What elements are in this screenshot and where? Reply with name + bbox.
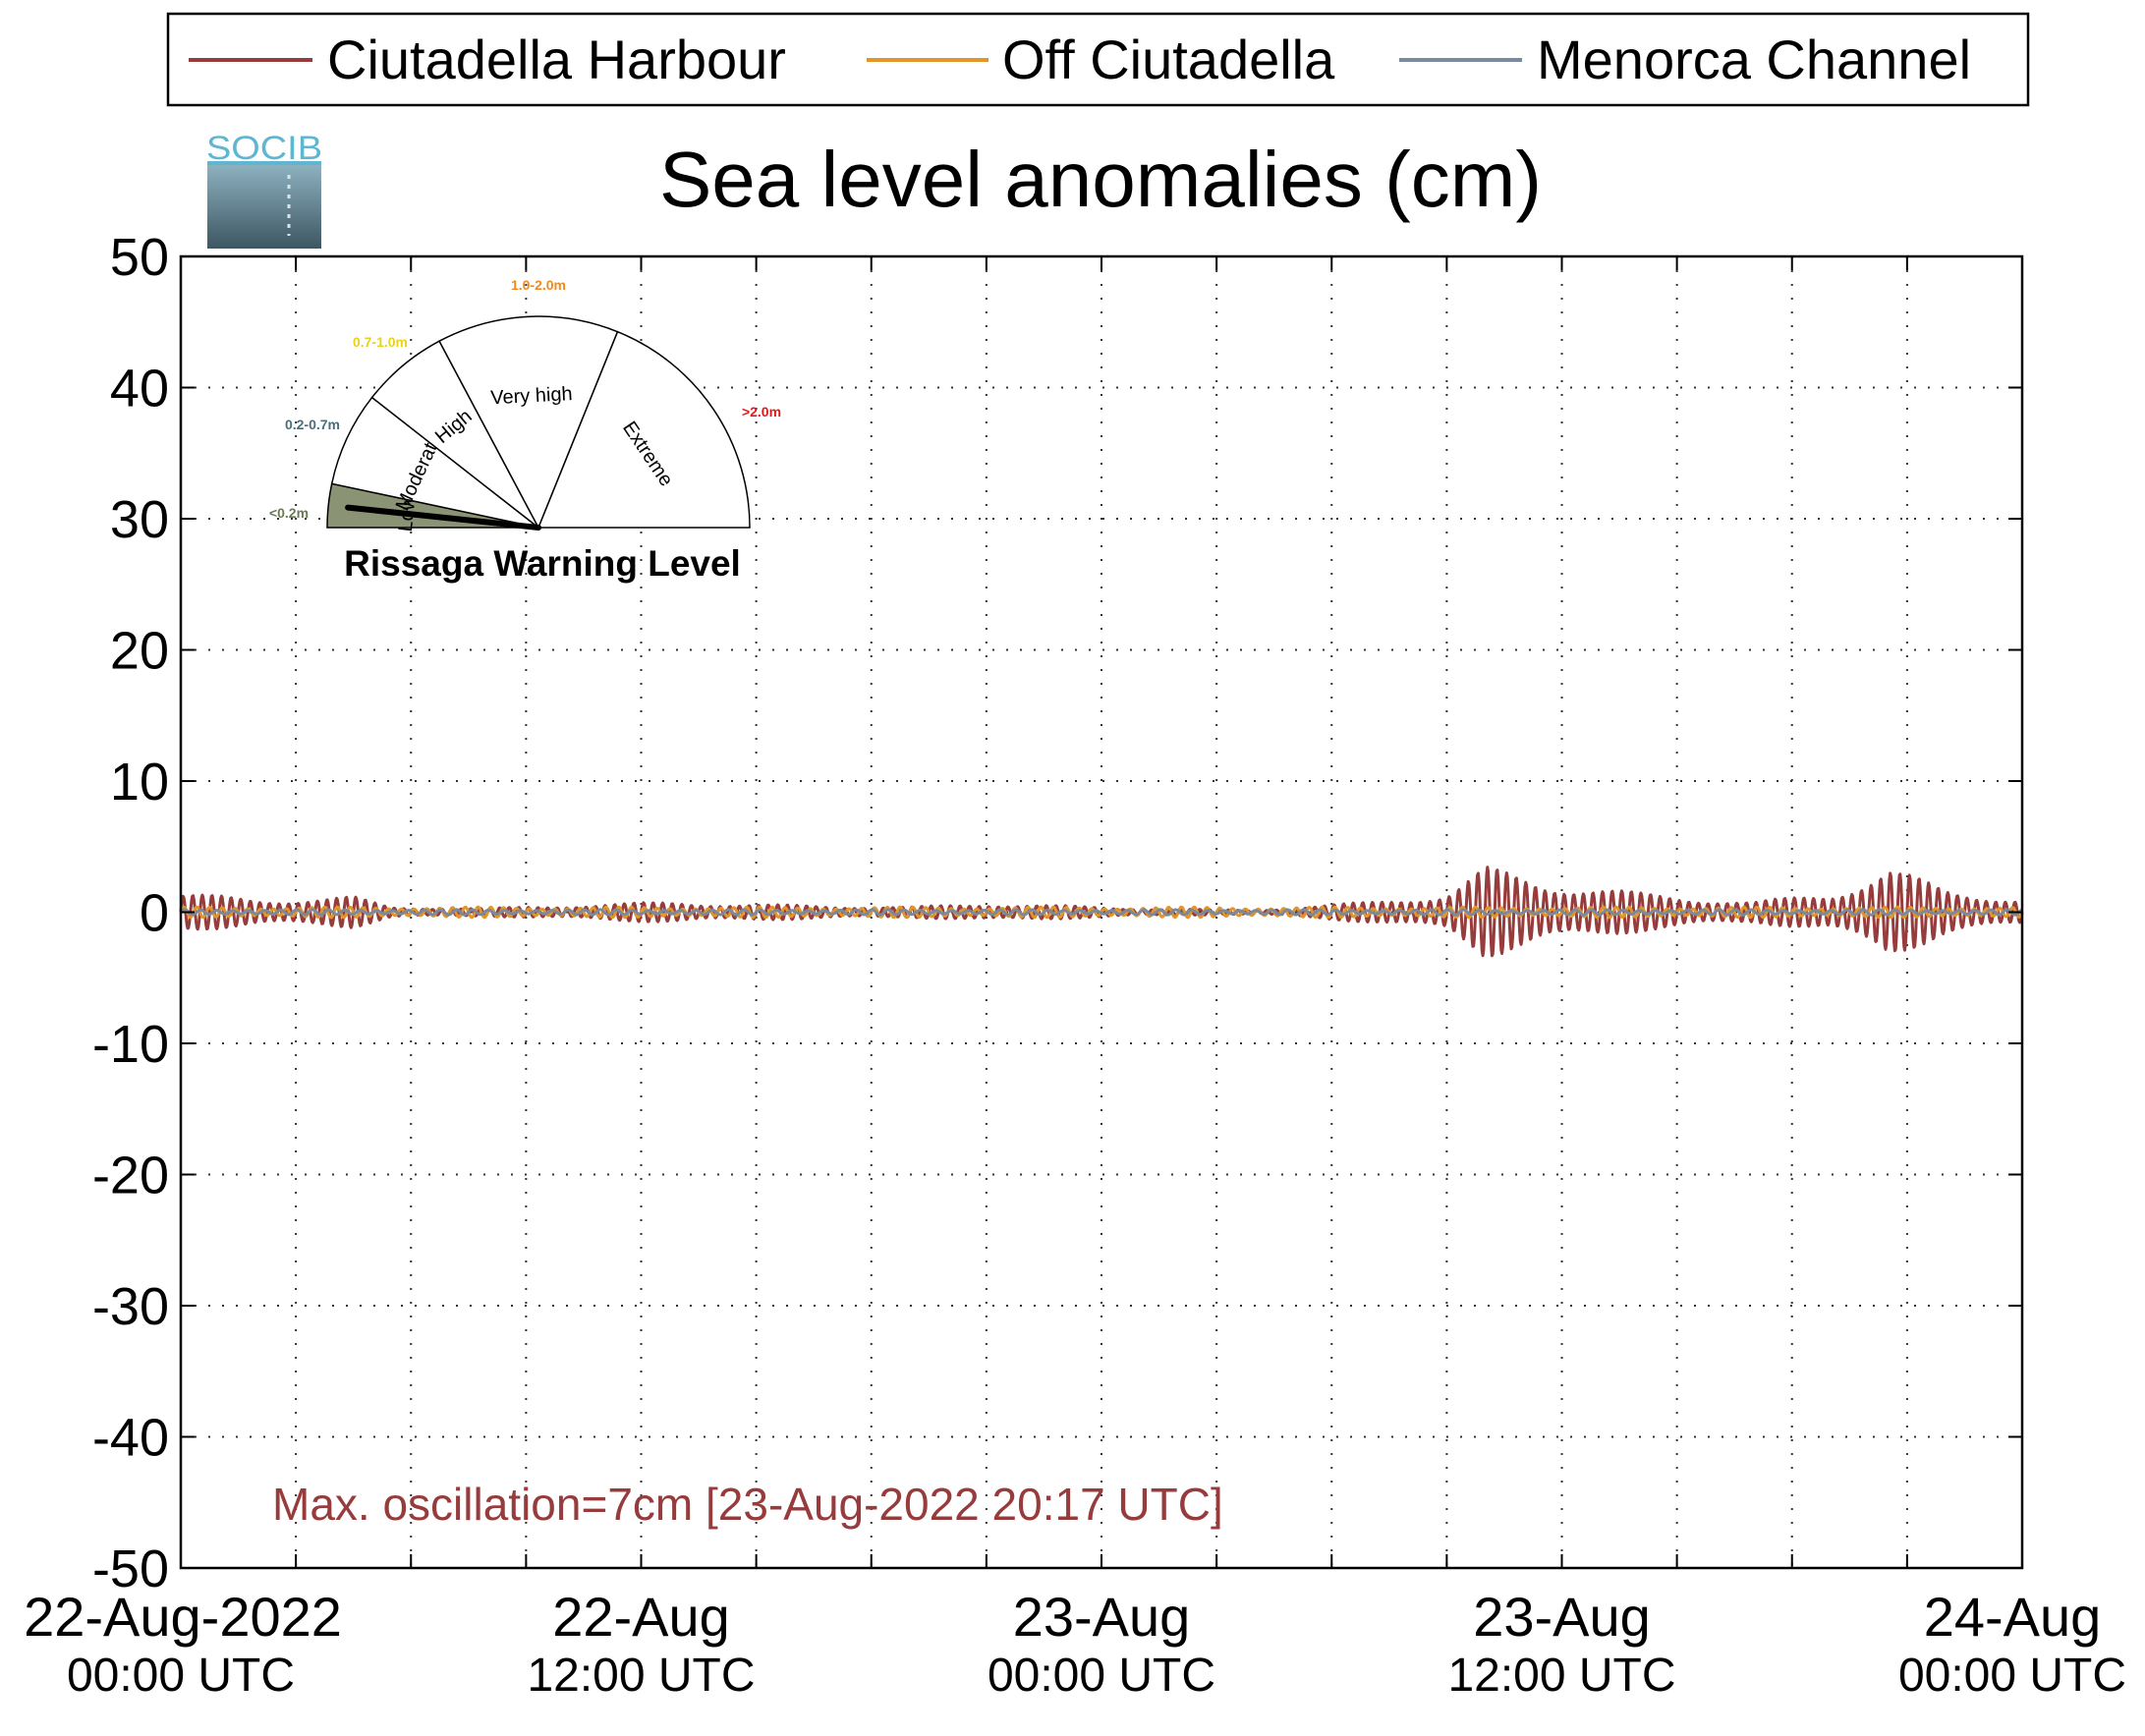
y-tick-label: 20 xyxy=(110,622,169,681)
gauge-sector-very-high xyxy=(438,315,619,530)
series-line-menorca-channel xyxy=(179,908,2023,917)
gauge-range-label: 0.2-0.7m xyxy=(285,417,340,432)
gauge-pointer xyxy=(345,504,541,531)
gauge-sector-extreme xyxy=(536,330,751,529)
series-layer xyxy=(179,866,2024,958)
legend-box xyxy=(166,12,2030,107)
chart-title: Sea level anomalies (cm) xyxy=(659,136,1542,223)
y-axis: 50 40 30 20 10 0 -10 -20 -30 -40 -50 xyxy=(92,228,2022,1598)
gauge-sector-label: Very high xyxy=(490,383,573,409)
gauge-title: Rissaga Warning Level xyxy=(344,543,741,584)
x-tick-label-date: 24-Aug xyxy=(1924,1586,2102,1648)
rissaga-warning-gauge: LowModerateHighVery highExtreme<0.2m0.2-… xyxy=(269,277,781,532)
y-tick-label: -50 xyxy=(92,1540,169,1598)
gauge-range-label: 1.0-2.0m xyxy=(511,277,566,293)
gauge-range-label: <0.2m xyxy=(269,505,309,521)
socib-logo-text: SOCIB xyxy=(206,130,322,167)
y-tick-label: -30 xyxy=(92,1277,169,1336)
x-tick-label-time: 00:00 UTC xyxy=(988,1650,1215,1702)
x-tick-label-date: 23-Aug xyxy=(1473,1586,1651,1648)
y-tick-label: 0 xyxy=(140,884,169,943)
x-tick-label-date: 23-Aug xyxy=(1013,1586,1191,1648)
max-oscillation-annotation: Max. oscillation=7cm [23-Aug-2022 20:17 … xyxy=(272,1479,1223,1530)
x-tick-label-time: 00:00 UTC xyxy=(1898,1650,2126,1702)
legend-label-menorca-channel: Menorca Channel xyxy=(1537,28,1971,90)
gauge-range-label: >2.0m xyxy=(742,404,781,420)
y-tick-label: 30 xyxy=(110,490,169,549)
x-tick-label-time: 12:00 UTC xyxy=(1447,1650,1675,1702)
y-tick-label: 40 xyxy=(110,360,169,419)
x-tick-label-date: 22-Aug-2022 xyxy=(24,1586,342,1648)
y-tick-label: 50 xyxy=(110,228,169,287)
y-tick-label: -10 xyxy=(92,1015,169,1074)
legend: Ciutadella Harbour Off Ciutadella Menorc… xyxy=(166,12,2030,107)
socib-logo: SOCIB xyxy=(206,130,322,249)
y-tick-label: 10 xyxy=(110,753,169,812)
gauge-range-label: 0.7-1.0m xyxy=(353,334,408,350)
legend-label-ciutadella-harbour: Ciutadella Harbour xyxy=(327,28,786,90)
y-tick-label: -20 xyxy=(92,1147,169,1205)
x-tick-label-time: 12:00 UTC xyxy=(527,1650,755,1702)
y-tick-label: -40 xyxy=(92,1409,169,1468)
x-tick-label-time: 00:00 UTC xyxy=(67,1650,295,1702)
x-tick-label-date: 22-Aug xyxy=(552,1586,730,1648)
legend-label-off-ciutadella: Off Ciutadella xyxy=(1002,28,1335,90)
